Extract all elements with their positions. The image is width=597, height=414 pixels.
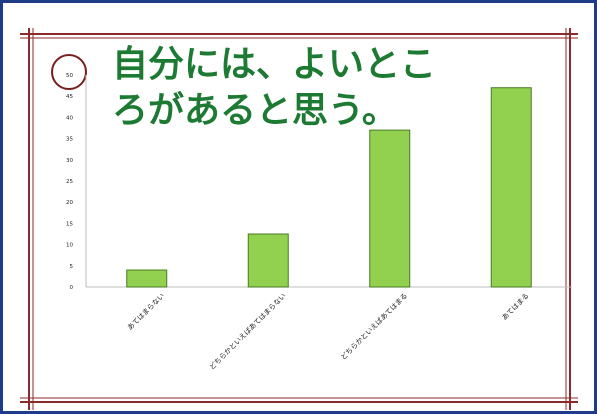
circle-marker	[51, 54, 87, 90]
y-tick-label: 25	[66, 179, 73, 185]
bars	[126, 87, 532, 288]
decorative-border	[20, 28, 578, 410]
bar	[369, 129, 411, 288]
y-tick-labels: 0 5 10 15 20 25 30 35 40 45 50	[66, 73, 74, 291]
y-tick-label: 0	[70, 285, 74, 291]
bar	[126, 269, 168, 288]
y-tick-label: 40	[66, 115, 73, 121]
bar	[490, 87, 532, 288]
x-category-label: あてはまる	[500, 292, 530, 322]
y-tick-label: 35	[66, 137, 73, 143]
bar	[247, 233, 289, 288]
chart-title-line-2: ろがあると思う。	[112, 90, 398, 131]
y-tick-label: 10	[66, 243, 73, 249]
y-tick-label: 5	[70, 264, 74, 270]
x-category-label: どちらかといえばあてはまる	[339, 291, 410, 362]
chart-title-line-1: 自分には、よいとこ	[112, 44, 436, 85]
x-category-label: どちらかといえばあてはまらない	[207, 291, 287, 371]
y-tick-label: 20	[66, 200, 73, 206]
x-category-labels: あてはまらない どちらかといえばあてはまらない どちらかといえばあてはまる あてはまる	[126, 291, 531, 371]
y-tick-label: 50	[66, 73, 73, 79]
y-tick-label: 30	[66, 158, 73, 164]
x-category-label: あてはまらない	[126, 292, 166, 332]
y-tick-label: 45	[66, 94, 73, 100]
y-tick-label: 15	[66, 221, 73, 227]
